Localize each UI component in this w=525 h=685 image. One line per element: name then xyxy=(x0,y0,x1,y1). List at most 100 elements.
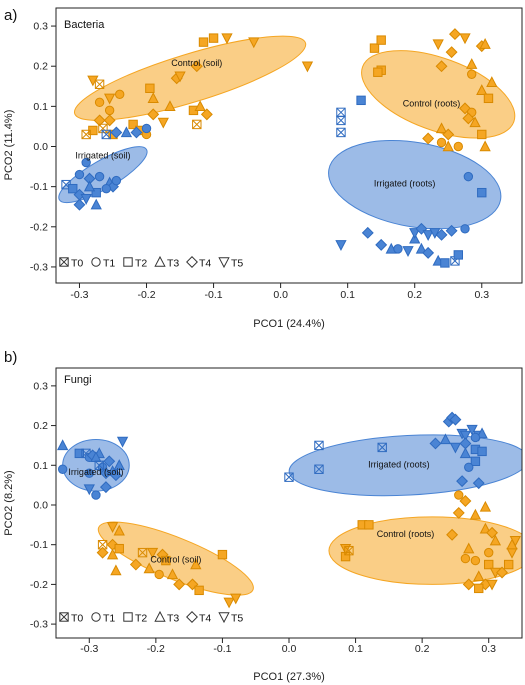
y-tick-label: -0.1 xyxy=(30,539,48,551)
ellipse-control-roots xyxy=(328,516,522,585)
legend-label: T0 xyxy=(71,258,83,270)
data-point xyxy=(91,187,101,198)
data-point xyxy=(474,583,484,594)
data-point xyxy=(506,538,518,550)
data-point xyxy=(194,585,204,596)
y-tick-label: -0.2 xyxy=(30,579,48,591)
data-point xyxy=(101,129,111,140)
x-axis-label: PCO1 (24.4%) xyxy=(253,318,325,330)
y-tick-label: 0.3 xyxy=(33,21,48,33)
data-point xyxy=(466,58,478,69)
data-point xyxy=(94,171,105,182)
data-point xyxy=(483,93,494,104)
group-label: Control (roots) xyxy=(377,529,435,539)
data-point xyxy=(161,555,171,566)
y-tick-label: 0.0 xyxy=(33,499,48,511)
data-point xyxy=(116,436,129,448)
data-point xyxy=(208,33,219,43)
data-point xyxy=(129,558,142,571)
data-point xyxy=(80,193,92,205)
data-point xyxy=(336,107,346,118)
data-point xyxy=(335,240,347,251)
group-label: Irrigated (soil) xyxy=(68,467,123,477)
data-point xyxy=(449,442,462,454)
panel-label: b) xyxy=(4,349,17,366)
data-point xyxy=(173,578,186,591)
data-point xyxy=(104,105,115,116)
data-point xyxy=(74,448,84,459)
data-point xyxy=(190,60,203,73)
data-point xyxy=(314,464,324,474)
y-tick-label: 0.3 xyxy=(33,380,48,392)
data-point xyxy=(190,558,202,570)
data-point xyxy=(301,61,314,73)
data-point xyxy=(446,528,459,541)
group-label: Irrigated (soil) xyxy=(75,151,130,161)
x-tick-label: -0.3 xyxy=(80,643,98,655)
data-point xyxy=(453,141,464,152)
data-point xyxy=(336,115,346,126)
data-point xyxy=(454,490,464,500)
y-tick-label: -0.2 xyxy=(30,221,48,233)
legend-label: T1 xyxy=(103,613,115,625)
legend-label: T3 xyxy=(167,613,179,625)
data-point xyxy=(440,258,450,268)
y-axis-label: PCO2 (8.2%) xyxy=(3,470,15,535)
data-point xyxy=(442,140,454,152)
y-tick-label: -0.3 xyxy=(30,261,48,273)
data-point xyxy=(141,123,152,134)
data-point xyxy=(484,547,494,558)
data-point xyxy=(120,126,133,138)
data-point xyxy=(479,522,492,534)
data-point xyxy=(477,446,487,457)
data-point xyxy=(439,433,452,445)
chart-title: Fungi xyxy=(64,374,92,386)
group-label: Control (soil) xyxy=(171,58,222,68)
data-point xyxy=(73,198,86,211)
data-point xyxy=(453,250,464,260)
data-point xyxy=(436,137,447,148)
data-point xyxy=(230,593,242,605)
data-point xyxy=(375,238,388,251)
data-point xyxy=(200,108,213,121)
data-point xyxy=(472,477,485,490)
data-point xyxy=(147,108,160,121)
data-point xyxy=(462,112,475,125)
data-point xyxy=(111,175,122,186)
data-point xyxy=(336,127,346,138)
y-tick-label: 0.1 xyxy=(33,460,48,472)
data-point xyxy=(435,228,448,241)
data-point xyxy=(409,228,421,239)
x-tick-label: 0.2 xyxy=(407,289,422,301)
data-point xyxy=(445,46,458,59)
legend-label: T0 xyxy=(71,613,83,625)
legend-label: T2 xyxy=(135,613,147,625)
y-tick-label: 0.0 xyxy=(33,141,48,153)
data-point xyxy=(435,60,448,73)
data-point xyxy=(361,226,374,239)
data-point xyxy=(452,506,465,519)
data-point xyxy=(94,97,105,108)
data-point xyxy=(464,462,474,472)
legend-marker xyxy=(59,257,69,267)
x-tick-label: -0.1 xyxy=(205,289,223,301)
data-point xyxy=(91,490,101,500)
plot-frame xyxy=(55,7,523,284)
data-point xyxy=(68,183,78,194)
data-point xyxy=(113,524,125,536)
y-axis-label: PCO2 (11.4%) xyxy=(3,110,15,181)
data-point xyxy=(459,430,472,442)
data-point xyxy=(469,116,481,128)
data-point xyxy=(377,442,387,453)
data-point xyxy=(194,100,206,112)
data-point xyxy=(449,413,462,426)
group-label: Control (roots) xyxy=(403,98,461,108)
data-point xyxy=(217,549,228,560)
data-point xyxy=(477,129,487,140)
x-tick-label: -0.2 xyxy=(147,643,165,655)
legend-marker xyxy=(123,612,133,622)
panel-a-bacteria: a) Bacteria Control (soil) Irrigated (soi… xyxy=(3,7,523,330)
data-point xyxy=(459,495,472,507)
data-point xyxy=(463,171,474,182)
data-point xyxy=(479,38,491,49)
